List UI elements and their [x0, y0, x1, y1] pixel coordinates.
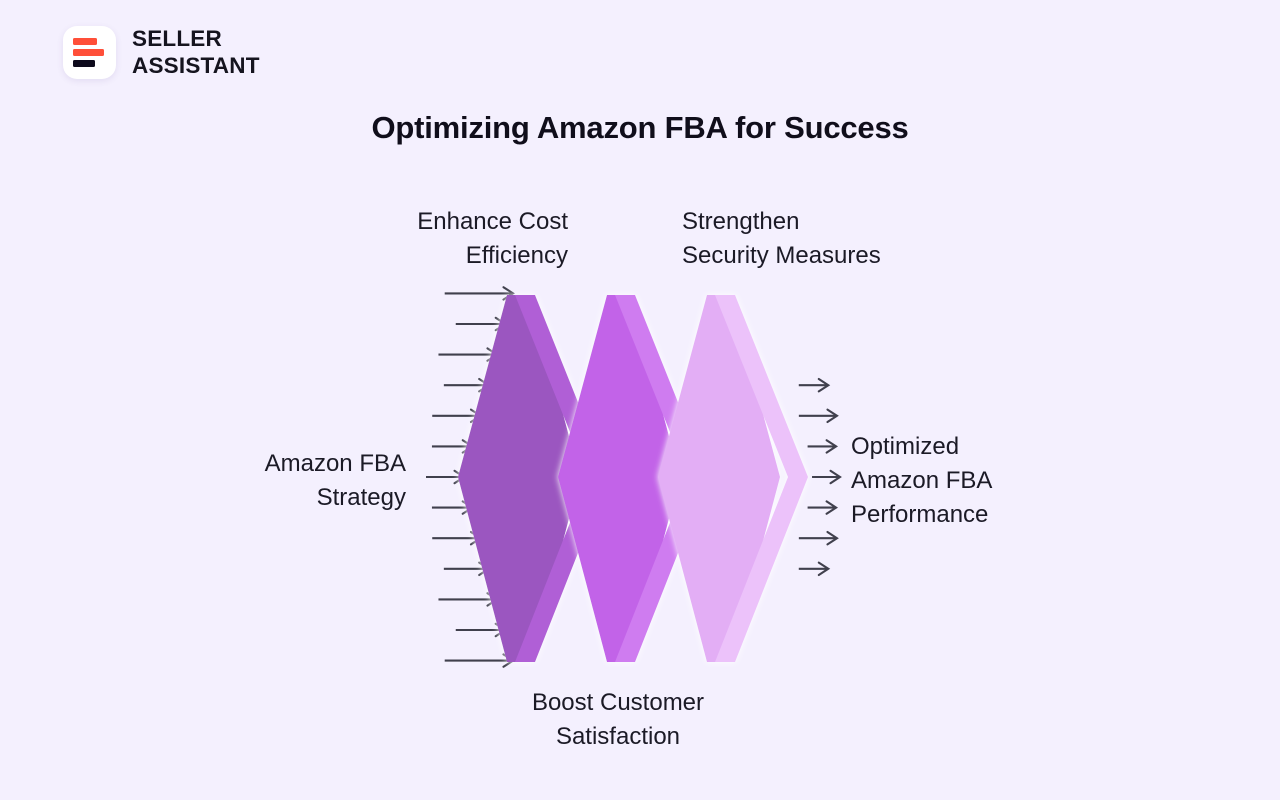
page-title: Optimizing Amazon FBA for Success	[371, 110, 909, 145]
brand-logo-block: SELLER ASSISTANT	[63, 26, 260, 79]
flow-arrow-g3-r7	[807, 500, 839, 515]
filter-stage-3-body	[658, 295, 780, 662]
flow-arrow-g0-r2	[438, 347, 499, 362]
flow-arrow-g0-r10	[438, 592, 499, 607]
filter-stage-2-body	[558, 295, 680, 662]
flow-arrow-g3-r3	[798, 377, 831, 393]
flow-arrow-g0-r0	[444, 286, 515, 301]
logo-bar-2	[73, 49, 104, 56]
flow-arrow-g3-r6	[812, 469, 842, 485]
logo-bar-1	[73, 38, 97, 45]
brand-name: SELLER ASSISTANT	[132, 26, 260, 78]
stage-shape-layer	[458, 295, 808, 662]
flow-arrow-g0-r4	[432, 408, 483, 424]
logo-bar-3	[73, 60, 95, 67]
flow-arrow-g3-r9	[798, 561, 831, 577]
flow-arrow-g0-r1	[455, 316, 508, 332]
filter-stage-3	[658, 295, 808, 662]
label-boost-customer-satisfaction: Boost Customer Satisfaction	[531, 689, 705, 750]
filter-stage-1-body	[458, 295, 580, 662]
flow-arrow-g3-r5	[807, 439, 839, 454]
seller-assistant-bars-logo-icon	[63, 26, 116, 79]
label-strengthen-security-measures: Strengthen Security Measures	[682, 208, 881, 269]
flow-arrow-g3-r4	[798, 408, 839, 424]
flow-arrow-g0-r12	[444, 653, 515, 668]
label-optimized-amazon-fba-performance: Optimized Amazon FBA Performance	[851, 433, 993, 528]
flow-arrow-g3-r8	[798, 530, 839, 546]
label-enhance-cost-efficiency: Enhance Cost Efficiency	[417, 208, 568, 269]
filter-stage-3-edge-highlight	[715, 295, 808, 662]
label-amazon-fba-strategy: Amazon FBA Strategy	[264, 450, 406, 511]
